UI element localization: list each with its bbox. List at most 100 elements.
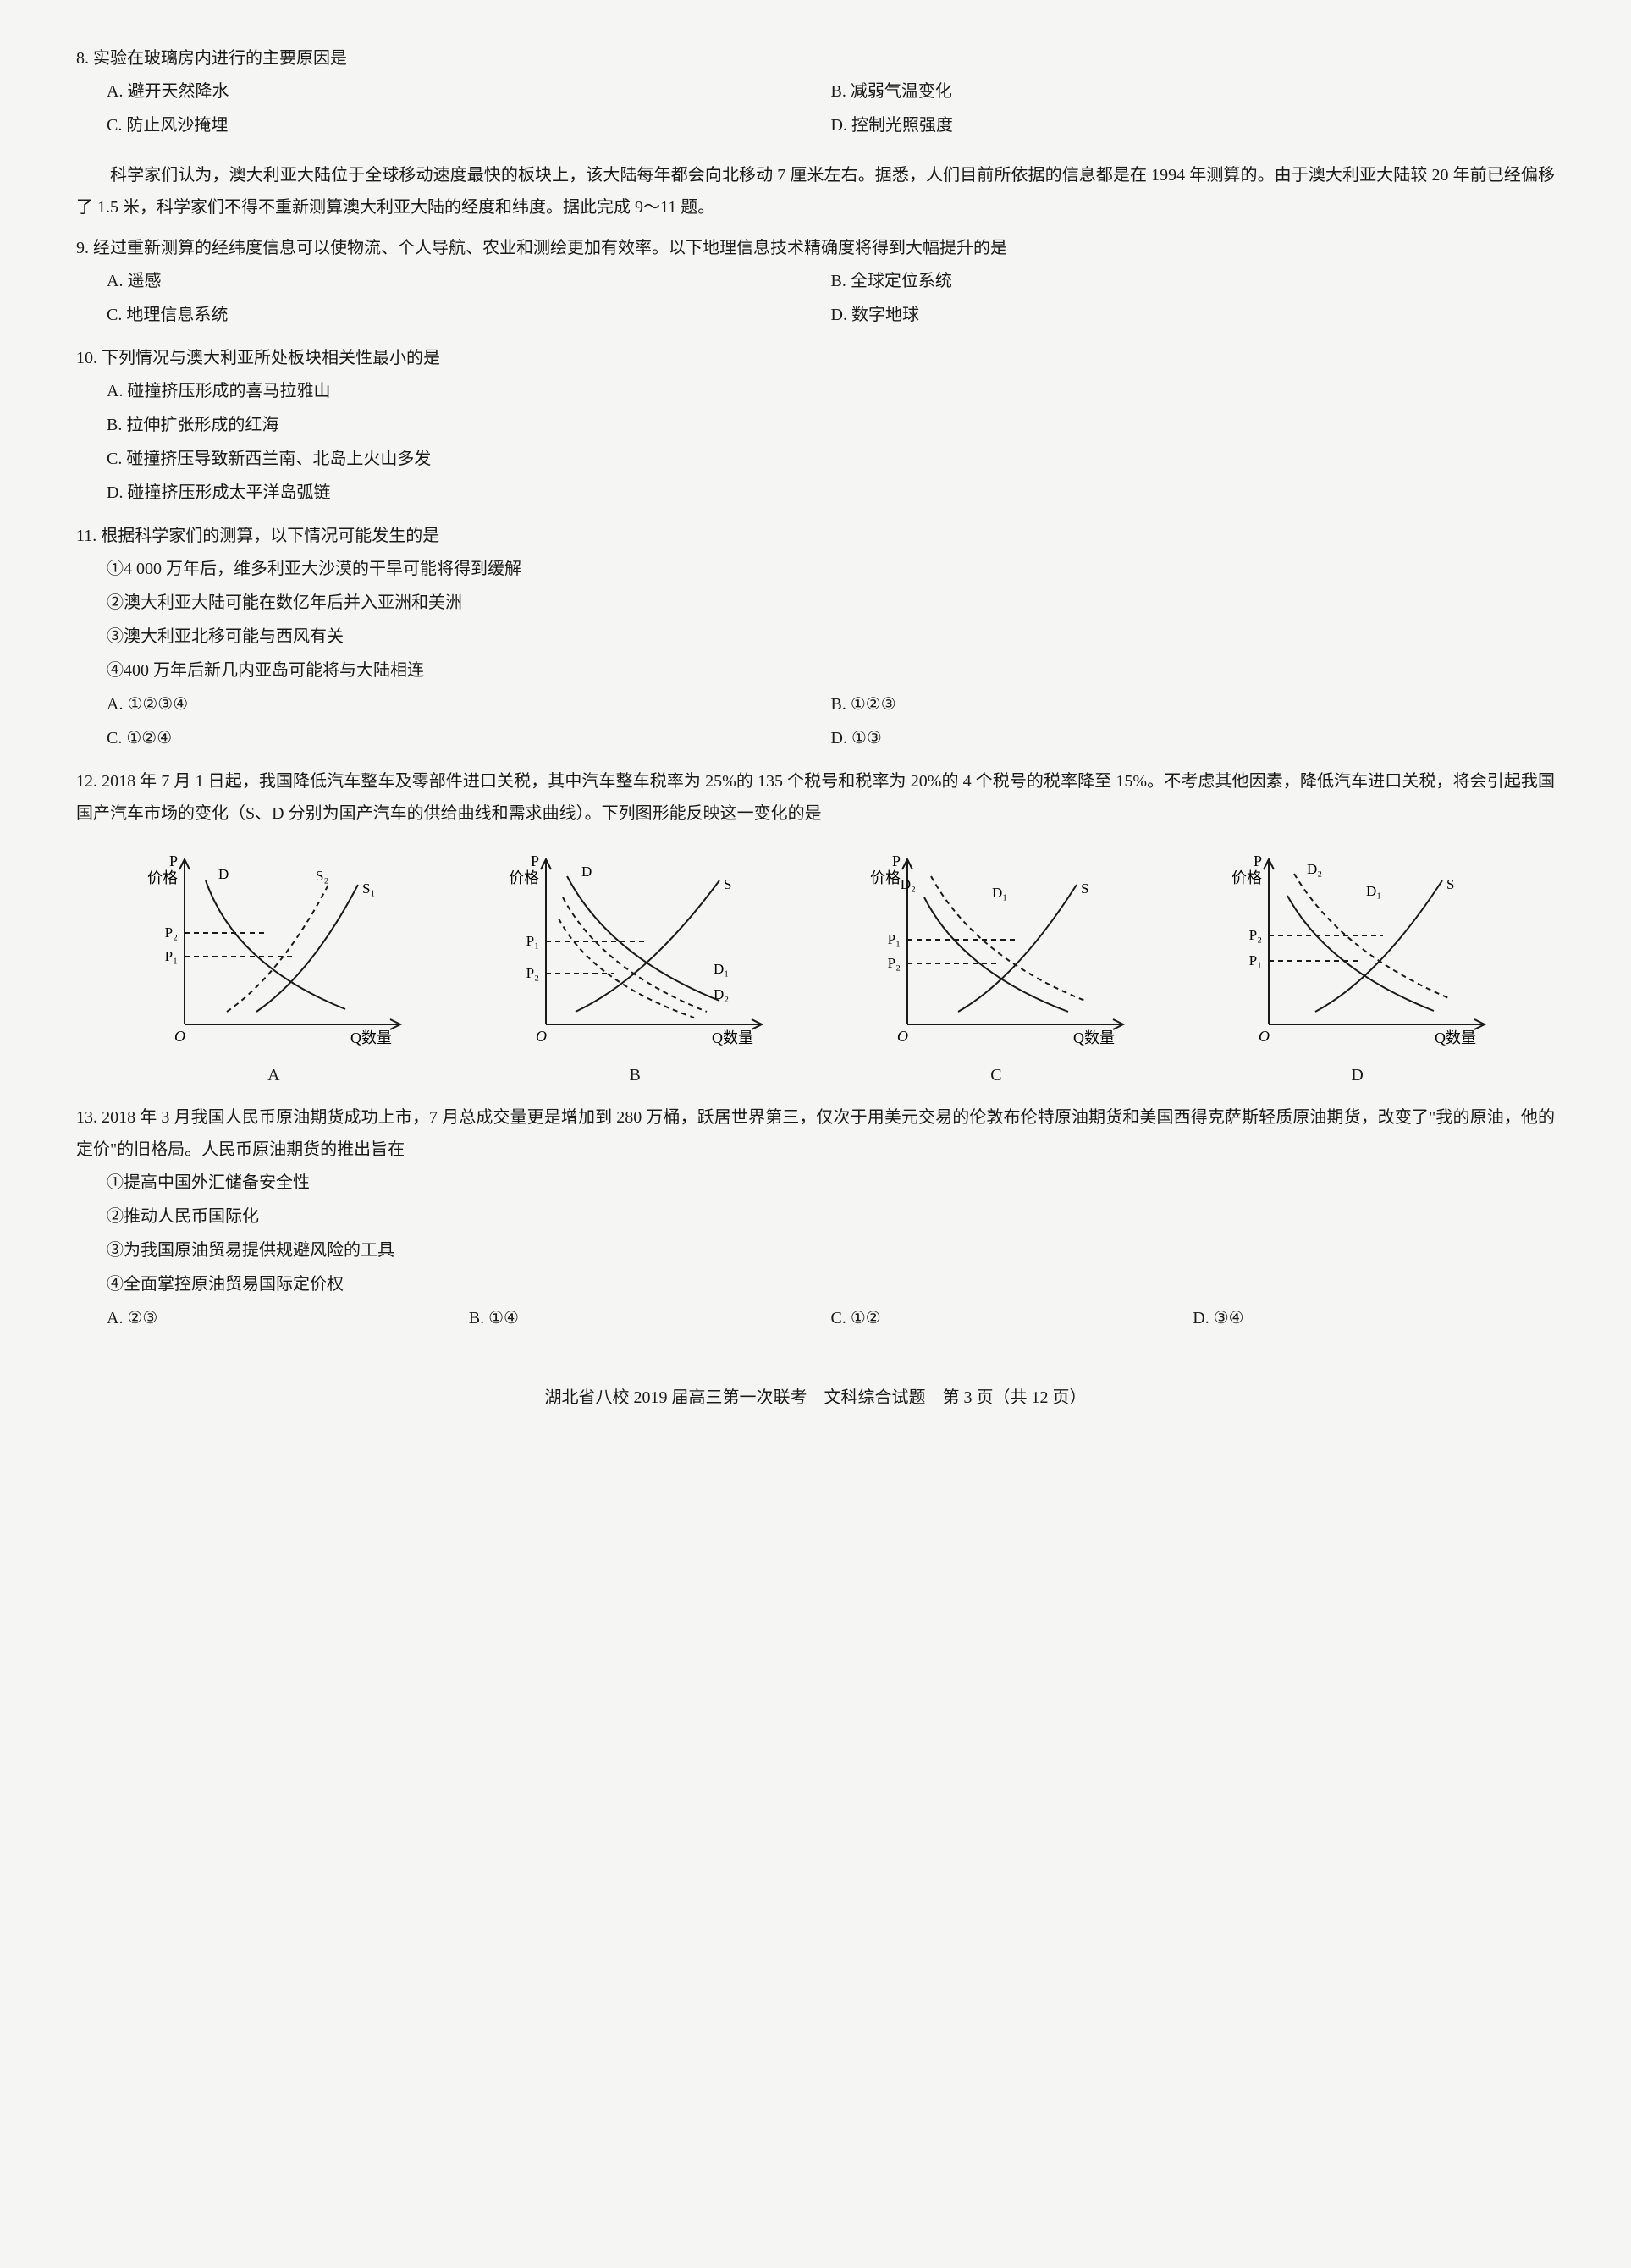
- question-10: 10. 下列情况与澳大利亚所处板块相关性最小的是 A. 碰撞挤压形成的喜马拉雅山…: [76, 342, 1555, 510]
- passage-9-11: 科学家们认为，澳大利亚大陆位于全球移动速度最快的板块上，该大陆每年都会向北移动 …: [76, 159, 1555, 223]
- svg-text:P₁: P₁: [165, 948, 178, 964]
- svg-text:P: P: [169, 853, 178, 869]
- svg-text:S₁: S₁: [362, 880, 375, 897]
- svg-text:D₂: D₂: [1307, 861, 1322, 877]
- svg-text:D₁: D₁: [714, 961, 729, 977]
- option-a: A. ①②③④: [107, 687, 831, 721]
- option-d: D. 控制光照强度: [831, 108, 1556, 142]
- svg-text:P₂: P₂: [165, 924, 178, 941]
- sub-item-1: ①提高中国外汇储备安全性: [107, 1166, 1555, 1200]
- option-b: B. ①④: [469, 1301, 831, 1335]
- svg-text:P₁: P₁: [526, 933, 539, 949]
- svg-text:S₂: S₂: [316, 868, 328, 884]
- option-c: C. 防止风沙掩埋: [107, 108, 831, 142]
- svg-text:P: P: [531, 853, 539, 869]
- chart-d: P价格Q数量OSD₂D₁P₂P₁ D: [1214, 842, 1502, 1091]
- chart-label-d: D: [1351, 1059, 1363, 1091]
- question-number: 8.: [76, 49, 89, 68]
- option-c: C. 碰撞挤压导致新西兰南、北岛上火山多发: [107, 442, 1555, 476]
- svg-text:O: O: [174, 1028, 185, 1045]
- charts-row: P价格Q数量ODS₁S₂P₂P₁ A P价格Q数量OSDD₁D₂P₁P₂ B P…: [76, 842, 1555, 1091]
- option-d: D. ③④: [1193, 1301, 1555, 1335]
- svg-text:D: D: [581, 864, 592, 880]
- question-9: 9. 经过重新测算的经纬度信息可以使物流、个人导航、农业和测绘更加有效率。以下地…: [76, 232, 1555, 332]
- options: A. ②③ B. ①④ C. ①② D. ③④: [76, 1301, 1555, 1335]
- svg-text:Q数量: Q数量: [350, 1029, 392, 1046]
- question-number: 13.: [76, 1108, 97, 1127]
- svg-text:P: P: [892, 853, 901, 869]
- question-stem: 根据科学家们的测算，以下情况可能发生的是: [101, 527, 439, 545]
- chart-b: P价格 Q数量 O S D D₁ D₂ P₁ P₂ B: [491, 842, 779, 1091]
- svg-text:P₁: P₁: [887, 931, 900, 947]
- question-11: 11. 根据科学家们的测算，以下情况可能发生的是 ①4 000 万年后，维多利亚…: [76, 520, 1555, 755]
- svg-text:价格: 价格: [147, 869, 178, 886]
- svg-text:D₂: D₂: [714, 986, 729, 1002]
- svg-text:S: S: [1081, 880, 1088, 897]
- sub-items: ①提高中国外汇储备安全性 ②推动人民币国际化 ③为我国原油贸易提供规避风险的工具…: [76, 1166, 1555, 1301]
- page-footer: 湖北省八校 2019 届高三第一次联考 文科综合试题 第 3 页（共 12 页）: [76, 1382, 1555, 1414]
- question-stem: 经过重新测算的经纬度信息可以使物流、个人导航、农业和测绘更加有效率。以下地理信息…: [93, 239, 1007, 257]
- option-d: D. 碰撞挤压形成太平洋岛弧链: [107, 476, 1555, 510]
- chart-c: P价格Q数量OSD₂D₁P₁P₂ C: [852, 842, 1140, 1091]
- question-stem: 2018 年 3 月我国人民币原油期货成功上市，7 月总成交量更是增加到 280…: [76, 1108, 1555, 1159]
- econ-chart-d: P价格Q数量OSD₂D₁P₂P₁: [1214, 842, 1502, 1054]
- option-b: B. ①②③: [831, 687, 1556, 721]
- option-b: B. 全球定位系统: [831, 264, 1556, 298]
- svg-text:D: D: [218, 866, 229, 882]
- svg-text:O: O: [536, 1028, 547, 1045]
- svg-text:O: O: [1259, 1028, 1270, 1045]
- svg-text:S: S: [724, 876, 731, 892]
- option-c: C. ①②④: [107, 721, 831, 755]
- econ-chart-a: P价格 Q数量 O D S₁ S₂ P₂ P₁: [129, 842, 417, 1054]
- question-number: 9.: [76, 239, 89, 257]
- option-a: A. 避开天然降水: [107, 74, 831, 108]
- options: A. ①②③④ B. ①②③ C. ①②④ D. ①③: [76, 687, 1555, 755]
- option-d: D. ①③: [831, 721, 1556, 755]
- sub-item-1: ①4 000 万年后，维多利亚大沙漠的干旱可能将得到缓解: [107, 552, 1555, 586]
- econ-chart-c: P价格Q数量OSD₂D₁P₁P₂: [852, 842, 1140, 1054]
- question-13: 13. 2018 年 3 月我国人民币原油期货成功上市，7 月总成交量更是增加到…: [76, 1101, 1555, 1335]
- question-text: 10. 下列情况与澳大利亚所处板块相关性最小的是: [76, 342, 1555, 374]
- sub-item-2: ②澳大利亚大陆可能在数亿年后并入亚洲和美洲: [107, 586, 1555, 620]
- svg-text:价格: 价格: [870, 869, 901, 886]
- svg-text:Q数量: Q数量: [1435, 1029, 1476, 1046]
- option-d: D. 数字地球: [831, 298, 1556, 332]
- option-b: B. 减弱气温变化: [831, 74, 1556, 108]
- svg-text:P₂: P₂: [887, 955, 900, 971]
- svg-text:价格: 价格: [509, 869, 539, 886]
- sub-item-4: ④400 万年后新几内亚岛可能将与大陆相连: [107, 654, 1555, 687]
- svg-text:D₁: D₁: [1366, 883, 1381, 899]
- option-a: A. 碰撞挤压形成的喜马拉雅山: [107, 374, 1555, 408]
- question-number: 10.: [76, 349, 97, 367]
- options: A. 遥感 B. 全球定位系统 C. 地理信息系统 D. 数字地球: [76, 264, 1555, 332]
- sub-item-2: ②推动人民币国际化: [107, 1200, 1555, 1233]
- svg-text:P: P: [1254, 853, 1262, 869]
- option-c: C. ①②: [831, 1301, 1193, 1335]
- chart-a: P价格Q数量ODS₁S₂P₂P₁ A: [129, 842, 417, 1091]
- question-text: 13. 2018 年 3 月我国人民币原油期货成功上市，7 月总成交量更是增加到…: [76, 1101, 1555, 1166]
- econ-chart-b: P价格 Q数量 O S D D₁ D₂ P₁ P₂: [491, 842, 779, 1054]
- options: A. 碰撞挤压形成的喜马拉雅山 B. 拉伸扩张形成的红海 C. 碰撞挤压导致新西…: [76, 374, 1555, 510]
- svg-text:O: O: [897, 1028, 908, 1045]
- svg-text:Q数量: Q数量: [712, 1029, 753, 1046]
- question-text: 11. 根据科学家们的测算，以下情况可能发生的是: [76, 520, 1555, 552]
- question-text: 8. 实验在玻璃房内进行的主要原因是: [76, 42, 1555, 74]
- question-12: 12. 2018 年 7 月 1 日起，我国降低汽车整车及零部件进口关税，其中汽…: [76, 765, 1555, 1091]
- chart-label-c: C: [990, 1059, 1001, 1091]
- option-b: B. 拉伸扩张形成的红海: [107, 408, 1555, 442]
- svg-text:Q数量: Q数量: [1073, 1029, 1115, 1046]
- svg-text:P₂: P₂: [526, 965, 539, 981]
- sub-item-3: ③为我国原油贸易提供规避风险的工具: [107, 1233, 1555, 1267]
- sub-item-3: ③澳大利亚北移可能与西风有关: [107, 620, 1555, 654]
- svg-text:价格: 价格: [1232, 869, 1262, 886]
- options: A. 避开天然降水 B. 减弱气温变化 C. 防止风沙掩埋 D. 控制光照强度: [76, 74, 1555, 142]
- svg-text:D₂: D₂: [901, 876, 916, 892]
- question-stem: 下列情况与澳大利亚所处板块相关性最小的是: [102, 349, 440, 367]
- question-stem: 2018 年 7 月 1 日起，我国降低汽车整车及零部件进口关税，其中汽车整车税…: [76, 772, 1555, 823]
- question-number: 11.: [76, 527, 96, 545]
- question-number: 12.: [76, 772, 97, 791]
- svg-text:S: S: [1446, 876, 1454, 892]
- question-8: 8. 实验在玻璃房内进行的主要原因是 A. 避开天然降水 B. 减弱气温变化 C…: [76, 42, 1555, 142]
- chart-label-b: B: [629, 1059, 640, 1091]
- sub-item-4: ④全面掌控原油贸易国际定价权: [107, 1267, 1555, 1301]
